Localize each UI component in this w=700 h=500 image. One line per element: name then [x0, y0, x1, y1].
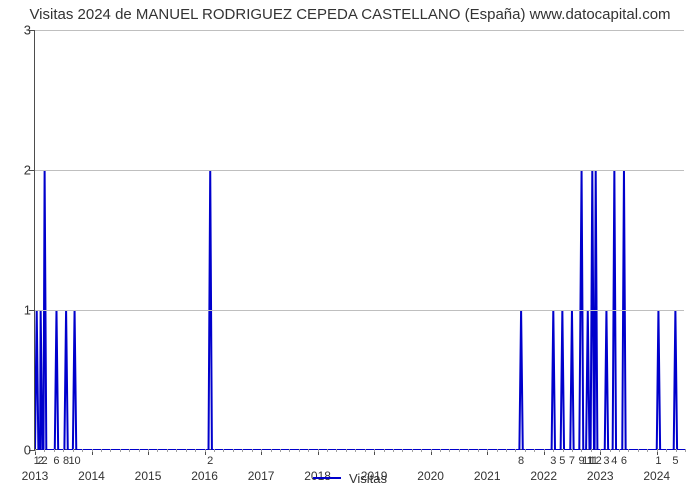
x-tick-minor — [223, 449, 224, 452]
x-tick-minor — [308, 449, 309, 452]
x-tick-minor — [318, 449, 319, 452]
x-tick-minor — [553, 449, 554, 452]
x-tick-minor — [591, 449, 592, 452]
y-gridline — [35, 30, 684, 31]
x-tick-minor — [148, 449, 149, 452]
x-tick-minor — [355, 449, 356, 452]
x-tick-minor — [685, 449, 686, 452]
x-tick-minor — [336, 449, 337, 452]
x-tick-minor — [647, 449, 648, 452]
x-tick-minor — [572, 449, 573, 452]
x-tick-minor — [487, 449, 488, 452]
x-tick-minor — [157, 449, 158, 452]
x-tick-minor — [365, 449, 366, 452]
x-tick-minor — [676, 449, 677, 452]
plot-area: 0123201320142015201620172018201920202021… — [34, 30, 684, 450]
x-tick-minor — [497, 449, 498, 452]
x-tick-minor — [139, 449, 140, 452]
y-tick-label: 2 — [11, 163, 31, 178]
x-tick-minor — [299, 449, 300, 452]
x-tick-minor — [82, 449, 83, 452]
legend-item-visitas: Visitas — [313, 471, 387, 486]
x-tick-minor — [120, 449, 121, 452]
x-tick-minor — [327, 449, 328, 452]
x-tick-minor — [431, 449, 432, 452]
x-tick-minor — [205, 449, 206, 452]
x-tick-minor — [393, 449, 394, 452]
x-tick-minor — [600, 449, 601, 452]
chart-container: Visitas 2024 de MANUEL RODRIGUEZ CEPEDA … — [0, 0, 700, 500]
x-tick-minor — [252, 449, 253, 452]
x-tick-minor — [110, 449, 111, 452]
x-tick-minor — [346, 449, 347, 452]
x-tick-minor — [468, 449, 469, 452]
x-tick-minor — [374, 449, 375, 452]
x-tick-minor — [195, 449, 196, 452]
x-tick-minor — [242, 449, 243, 452]
x-tick-minor — [54, 449, 55, 452]
x-tick-minor — [506, 449, 507, 452]
x-tick-minor — [449, 449, 450, 452]
legend: Visitas — [0, 466, 700, 486]
x-tick-minor — [271, 449, 272, 452]
x-tick-minor — [459, 449, 460, 452]
x-tick-minor — [402, 449, 403, 452]
y-tick-label: 0 — [11, 443, 31, 458]
x-tick-minor — [666, 449, 667, 452]
x-tick-minor — [261, 449, 262, 452]
x-tick-minor — [176, 449, 177, 452]
x-tick-minor — [638, 449, 639, 452]
x-tick-minor — [440, 449, 441, 452]
x-tick-minor — [384, 449, 385, 452]
x-tick-minor — [214, 449, 215, 452]
x-tick-minor — [73, 449, 74, 452]
x-tick-minor — [186, 449, 187, 452]
x-tick-minor — [280, 449, 281, 452]
x-tick-minor — [101, 449, 102, 452]
x-tick-minor — [534, 449, 535, 452]
x-tick-minor — [167, 449, 168, 452]
line-series — [35, 30, 685, 450]
x-tick-minor — [421, 449, 422, 452]
x-tick-minor — [525, 449, 526, 452]
x-tick-minor — [581, 449, 582, 452]
x-tick-minor — [412, 449, 413, 452]
legend-label: Visitas — [349, 471, 387, 486]
x-tick-minor — [63, 449, 64, 452]
y-gridline — [35, 310, 684, 311]
x-tick-minor — [233, 449, 234, 452]
x-tick-minor — [35, 449, 36, 452]
y-tick-label: 3 — [11, 23, 31, 38]
chart-title: Visitas 2024 de MANUEL RODRIGUEZ CEPEDA … — [0, 6, 700, 23]
x-tick-minor — [610, 449, 611, 452]
x-tick-minor — [563, 449, 564, 452]
y-gridline — [35, 170, 684, 171]
x-tick-minor — [619, 449, 620, 452]
legend-swatch — [313, 477, 341, 479]
x-tick-minor — [478, 449, 479, 452]
x-tick-minor — [44, 449, 45, 452]
y-tick-label: 1 — [11, 303, 31, 318]
x-tick-minor — [515, 449, 516, 452]
x-tick-minor — [92, 449, 93, 452]
x-tick-minor — [628, 449, 629, 452]
x-tick-minor — [657, 449, 658, 452]
x-tick-minor — [544, 449, 545, 452]
x-tick-minor — [129, 449, 130, 452]
x-tick-minor — [289, 449, 290, 452]
